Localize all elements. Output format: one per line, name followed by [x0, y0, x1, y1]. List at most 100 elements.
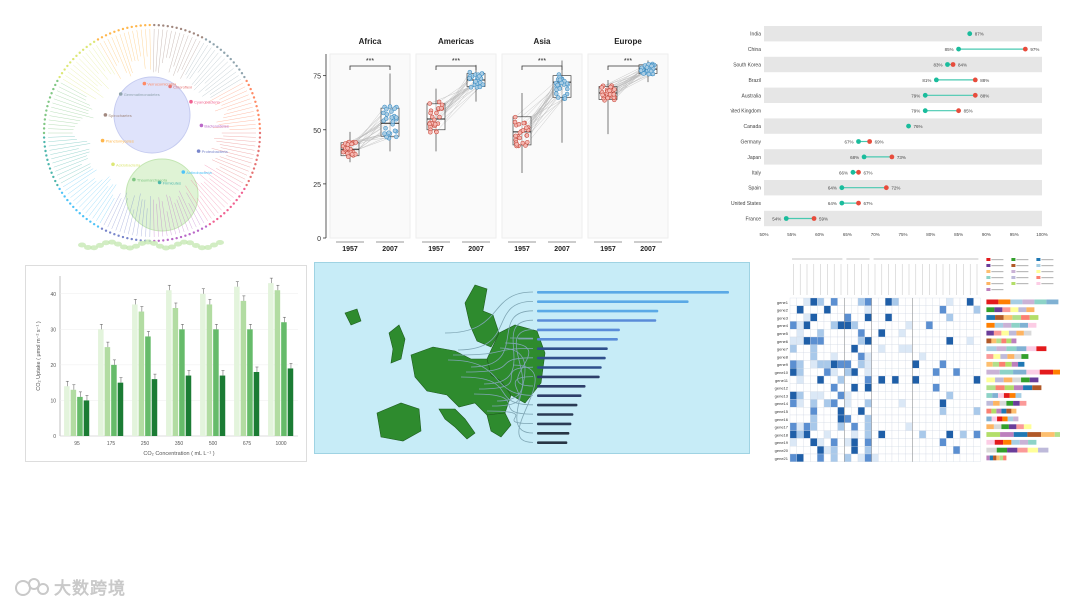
- bar: [179, 329, 185, 436]
- heatmap-cell: [871, 414, 879, 423]
- heatmap-cell: [912, 321, 920, 330]
- heatmap-cell: [810, 383, 818, 392]
- tree-leaf: [257, 113, 260, 117]
- map-bar: [537, 432, 570, 435]
- tree-leaf: [135, 24, 138, 28]
- heatmap-cell: [925, 313, 933, 322]
- significance-bracket: [349, 65, 391, 70]
- stacked-bar-segment: [986, 338, 992, 344]
- paired-line: [525, 93, 568, 146]
- heatmap-cell: [919, 414, 927, 423]
- row-label: gene9: [777, 362, 789, 367]
- data-point: [520, 128, 526, 133]
- stacked-bar-segment: [986, 354, 994, 359]
- heatmap-cell: [953, 391, 961, 400]
- heatmap-cell: [953, 407, 961, 416]
- tree-leaf: [184, 29, 187, 32]
- heatmap-cell: [912, 446, 920, 455]
- heatmap-cell: [919, 305, 927, 314]
- tree-leaf: [258, 127, 262, 130]
- heatmap-cell: [946, 422, 954, 431]
- heatmap-cell: [830, 446, 838, 455]
- map-bar: [537, 366, 602, 369]
- tree-leaf-cluster: [210, 242, 218, 248]
- tree-branch: [226, 155, 252, 164]
- tree-leaf-cluster: [204, 245, 212, 251]
- row-label: Canada: [743, 124, 761, 130]
- heatmap-cell: [857, 297, 865, 306]
- tree-leaf: [58, 75, 61, 79]
- tree-leaf-cluster: [78, 242, 86, 248]
- heatmap-cell: [959, 297, 967, 306]
- tree-branch: [215, 157, 249, 172]
- tree-leaf: [78, 212, 81, 215]
- dumbbell-end-point: [972, 77, 978, 83]
- heatmap-cell: [953, 321, 961, 330]
- heatmap-cell: [973, 414, 981, 423]
- stacked-bar-segment: [1011, 338, 1017, 344]
- tree-leaf: [175, 26, 178, 30]
- tree-leaf: [52, 87, 55, 91]
- row-band: [764, 26, 1042, 42]
- heatmap-cell: [851, 321, 859, 330]
- tree-branch: [185, 42, 205, 75]
- heatmap-cell: [803, 336, 811, 345]
- heatmap-cell: [803, 453, 811, 462]
- tree-branch: [149, 29, 151, 70]
- heatmap-cell: [959, 375, 967, 384]
- tree-node: [103, 113, 108, 117]
- heatmap-cell: [966, 399, 974, 408]
- tree-branch: [111, 192, 128, 229]
- legend-label-mark: [991, 283, 1004, 285]
- heatmap-cell: [898, 352, 906, 361]
- tree-leaf: [157, 24, 160, 27]
- heatmap-cell: [953, 422, 961, 431]
- heatmap-cell: [959, 352, 967, 361]
- heatmap-cell: [919, 329, 927, 338]
- tree-leaf: [75, 54, 78, 58]
- heatmap-cell: [925, 430, 933, 439]
- tree-branch: [191, 52, 219, 85]
- bar: [200, 293, 206, 436]
- tree-leaf: [130, 237, 133, 241]
- row-label: Australia: [742, 93, 762, 99]
- tree-node: [189, 99, 193, 104]
- stacked-bar-segment: [1010, 299, 1023, 305]
- stacked-bar-segment: [1011, 361, 1019, 367]
- heatmap-cell: [932, 368, 940, 377]
- value-label: 88%: [980, 93, 989, 98]
- tree-branch: [186, 192, 205, 224]
- tree-leaf-cluster: [90, 245, 98, 251]
- tree-branch: [103, 193, 121, 226]
- stacked-bar-segment: [1034, 299, 1047, 305]
- heatmap-cell: [946, 438, 954, 447]
- heatmap-cell: [919, 375, 927, 384]
- heatmap-cell: [919, 321, 927, 330]
- data-point: [525, 140, 530, 145]
- heatmap-cell: [898, 305, 906, 314]
- data-point: [428, 110, 433, 116]
- tree-leaf: [60, 191, 64, 194]
- tree-branch: [48, 128, 74, 130]
- heatmap-cell: [796, 453, 804, 462]
- dumbbell-start-point: [856, 139, 861, 144]
- x-tick-label: 675: [243, 441, 252, 447]
- stacked-bar-segment: [1023, 330, 1032, 336]
- heatmap-cell: [823, 407, 831, 416]
- heatmap-cell: [864, 414, 872, 423]
- heatmap-cell: [973, 305, 981, 314]
- connector-line: [473, 393, 534, 415]
- tree-leaf: [171, 25, 174, 29]
- tree-branch: [145, 29, 148, 57]
- tree-branch: [219, 144, 255, 151]
- tree-branch: [216, 115, 255, 123]
- heatmap-cell: [851, 336, 859, 345]
- heatmap-cell: [905, 297, 913, 306]
- x-tick-label: 2007: [554, 246, 570, 253]
- dumbbell-start-point: [922, 108, 928, 114]
- tree-leaf: [63, 195, 66, 198]
- heatmap-cell: [973, 391, 981, 400]
- bar: [98, 329, 104, 436]
- heatmap-cell: [857, 383, 865, 392]
- tree-branch: [227, 102, 252, 111]
